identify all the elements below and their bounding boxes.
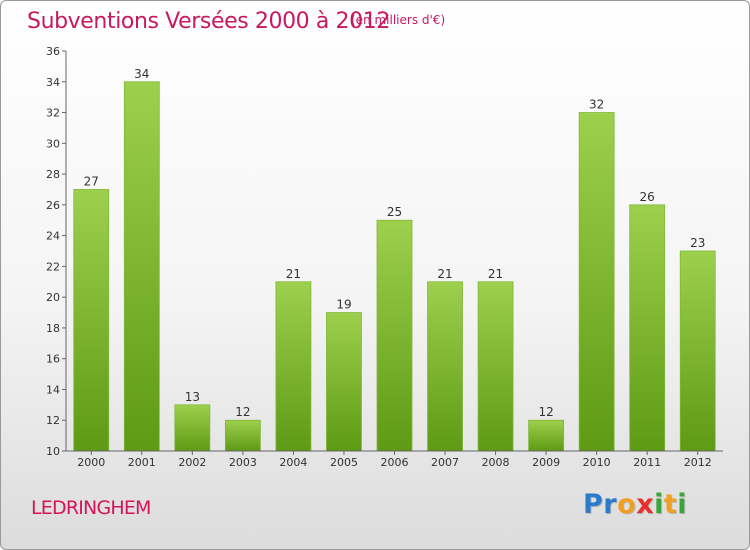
x-tick-label: 2007 bbox=[431, 456, 459, 469]
logo-letter: x bbox=[636, 489, 655, 520]
x-tick-label: 2010 bbox=[583, 456, 611, 469]
bar bbox=[578, 112, 615, 452]
y-tick-label: 28 bbox=[46, 168, 60, 181]
data-label: 12 bbox=[235, 405, 250, 419]
y-tick-label: 10 bbox=[46, 445, 60, 458]
y-tick-label: 34 bbox=[46, 76, 60, 89]
bar bbox=[326, 312, 362, 452]
x-tick-label: 2008 bbox=[482, 456, 510, 469]
y-tick-label: 20 bbox=[46, 291, 60, 304]
x-tick-label: 2003 bbox=[229, 456, 257, 469]
x-tick-label: 2009 bbox=[532, 456, 560, 469]
x-axis: 2000 2001 2002 2003 2004 2005 2006 2007 2008 2009… bbox=[66, 450, 723, 469]
bar bbox=[427, 281, 463, 452]
data-label: 26 bbox=[640, 190, 655, 204]
y-tick-label: 22 bbox=[46, 260, 60, 273]
chart-subtitle: (en milliers d'€) bbox=[351, 13, 446, 27]
bar bbox=[679, 250, 716, 452]
y-tick-label: 26 bbox=[46, 199, 60, 212]
x-tick-label: 2006 bbox=[381, 456, 409, 469]
data-label: 21 bbox=[437, 267, 452, 281]
x-tick-label: 2002 bbox=[178, 456, 206, 469]
data-label: 13 bbox=[185, 390, 200, 404]
data-label: 12 bbox=[538, 405, 553, 419]
x-tick-label: 2004 bbox=[279, 456, 307, 469]
data-label: 27 bbox=[84, 174, 99, 188]
bar bbox=[528, 419, 565, 452]
logo-letter: r bbox=[603, 489, 618, 520]
data-label: 21 bbox=[286, 267, 301, 281]
bar bbox=[275, 281, 312, 452]
bar bbox=[174, 404, 211, 452]
chart-title: Subventions Versées 2000 à 2012 bbox=[27, 9, 390, 34]
logo-letter: t bbox=[663, 489, 678, 520]
bar bbox=[376, 219, 413, 452]
y-tick-label: 16 bbox=[46, 353, 60, 366]
x-tick-label: 2005 bbox=[330, 456, 358, 469]
logo-letter: P bbox=[583, 489, 604, 520]
y-axis: 10 12 14 16 18 20 22 24 26 28 30 32 34 36 bbox=[46, 45, 67, 458]
data-label: 34 bbox=[134, 67, 149, 81]
logo-letter: i bbox=[677, 489, 688, 520]
y-tick-label: 24 bbox=[46, 230, 60, 243]
bar bbox=[477, 281, 514, 452]
data-label: 23 bbox=[690, 236, 705, 250]
logo-letter: o bbox=[617, 489, 637, 520]
x-tick-label: 2012 bbox=[684, 456, 712, 469]
y-tick-label: 36 bbox=[46, 45, 60, 58]
y-tick-label: 12 bbox=[46, 414, 60, 427]
x-tick-label: 2000 bbox=[77, 456, 105, 469]
bar bbox=[73, 189, 110, 452]
bars: 27 34 13 12 21 19 25 21 21 12 32 26 23 bbox=[73, 67, 716, 452]
logo-letter: i bbox=[654, 489, 664, 520]
data-label: 19 bbox=[336, 298, 351, 312]
bar bbox=[123, 81, 160, 452]
data-label: 32 bbox=[589, 98, 604, 112]
y-tick-label: 32 bbox=[46, 107, 60, 120]
y-tick-label: 14 bbox=[46, 383, 60, 396]
x-tick-label: 2001 bbox=[128, 456, 156, 469]
data-label: 21 bbox=[488, 267, 503, 281]
bar bbox=[224, 419, 261, 452]
proxiti-logo: Proxiti bbox=[583, 489, 687, 520]
commune-name: LEDRINGHEM bbox=[31, 497, 151, 519]
y-tick-label: 18 bbox=[46, 322, 60, 335]
x-tick-label: 2011 bbox=[633, 456, 661, 469]
y-tick-label: 30 bbox=[46, 137, 60, 150]
data-label: 25 bbox=[387, 205, 402, 219]
bar bbox=[629, 204, 666, 452]
